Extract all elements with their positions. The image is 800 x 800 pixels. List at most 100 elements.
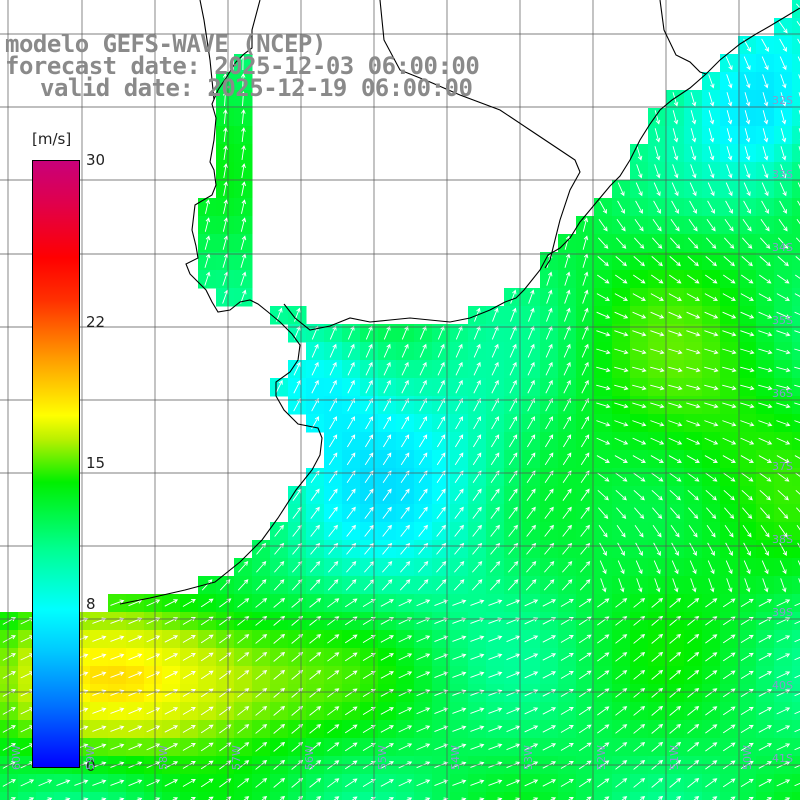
wind-arrow [651,489,663,501]
wind-arrow [416,653,431,661]
wind-cell [792,54,800,73]
wind-arrow [92,743,107,750]
wind-arrow [437,343,445,358]
wind-arrow [223,109,228,125]
wind-arrow [491,325,499,340]
wind-arrow [452,689,467,696]
lon-label: 59W [84,745,97,770]
wind-arrow [435,579,447,591]
wind-arrow [470,599,485,606]
wind-arrow [704,274,718,284]
wind-arrow [92,653,107,660]
wind-arrow [618,578,625,593]
wind-arrow [615,742,628,752]
wind-arrow [509,343,517,358]
wind-cell [792,342,800,361]
wind-arrow [473,379,481,394]
wind-arrow [776,599,791,607]
wind-arrow [614,330,629,337]
wind-arrow [291,777,304,788]
lat-label: 32S [772,94,793,107]
wind-arrow [651,669,664,680]
wind-arrow [744,74,751,89]
wind-arrow [687,688,700,698]
wind-arrow [581,379,589,394]
wind-arrow [743,560,751,575]
wind-arrow [237,688,250,698]
wind-arrow [740,402,755,409]
wind-arrow [744,110,751,125]
wind-arrow [398,743,413,751]
wind-arrow [118,797,125,800]
wind-arrow [598,219,608,232]
wind-arrow [797,38,800,45]
wind-arrow [524,599,539,607]
wind-arrow [273,597,286,608]
wind-arrow [794,420,800,424]
wind-arrow [777,472,790,482]
wind-arrow [722,366,737,373]
wind-arrow [364,561,375,573]
lat-label: 38S [772,533,793,546]
wind-arrow [740,616,754,626]
wind-arrow [777,237,789,249]
wind-arrow [797,200,800,207]
wind-arrow [758,330,773,337]
wind-arrow [614,455,628,463]
wind-arrow [743,542,751,556]
wind-arrow [527,416,535,430]
wind-arrow [743,56,751,71]
wind-arrow [632,330,647,337]
wind-arrow [542,599,557,607]
wind-arrow [491,343,499,358]
wind-arrow [795,472,800,477]
wind-arrow [616,219,626,232]
wind-arrow [615,706,628,716]
wind-cell [648,792,667,800]
wind-arrow [726,128,733,143]
wind-cell [792,72,800,91]
wind-arrow [708,578,715,593]
wind-arrow [401,325,409,340]
wind-arrow [633,651,646,662]
wind-arrow [345,579,357,591]
wind-arrow [452,779,467,786]
wind-arrow [237,742,250,752]
wind-arrow [741,256,753,267]
wind-arrow [726,164,733,179]
wind-arrow [744,578,751,593]
wind-arrow [776,653,791,661]
lat-label: 41S [772,752,793,765]
wind-arrow [759,237,771,249]
wind-cell [252,792,271,800]
wind-arrow [400,434,410,448]
wind-arrow [723,472,736,482]
wind-arrow [668,437,683,445]
wind-arrow [740,437,755,445]
wind-arrow [636,578,643,593]
wind-arrow [689,200,697,214]
wind-arrow [488,689,503,696]
wind-arrow [382,434,392,448]
wind-arrow [472,524,482,537]
wind-cell [162,792,181,800]
wind-arrow [794,293,800,297]
wind-arrow [797,56,800,62]
wind-arrow [418,506,428,519]
wind-arrow [672,92,679,107]
colorbar-tick-label: 30 [86,151,106,169]
wind-arrow [128,725,143,733]
wind-arrow [164,653,179,661]
wind-arrow [365,343,373,358]
wind-arrow [671,200,679,214]
wind-arrow [182,653,196,661]
wind-arrow [794,746,800,751]
wind-cell [234,792,253,800]
wind-cell [792,720,800,739]
wind-arrow [795,489,800,495]
wind-arrow [182,725,196,733]
lon-label: 58W [157,745,170,770]
wind-arrow [524,725,539,733]
wind-arrow [743,200,751,214]
